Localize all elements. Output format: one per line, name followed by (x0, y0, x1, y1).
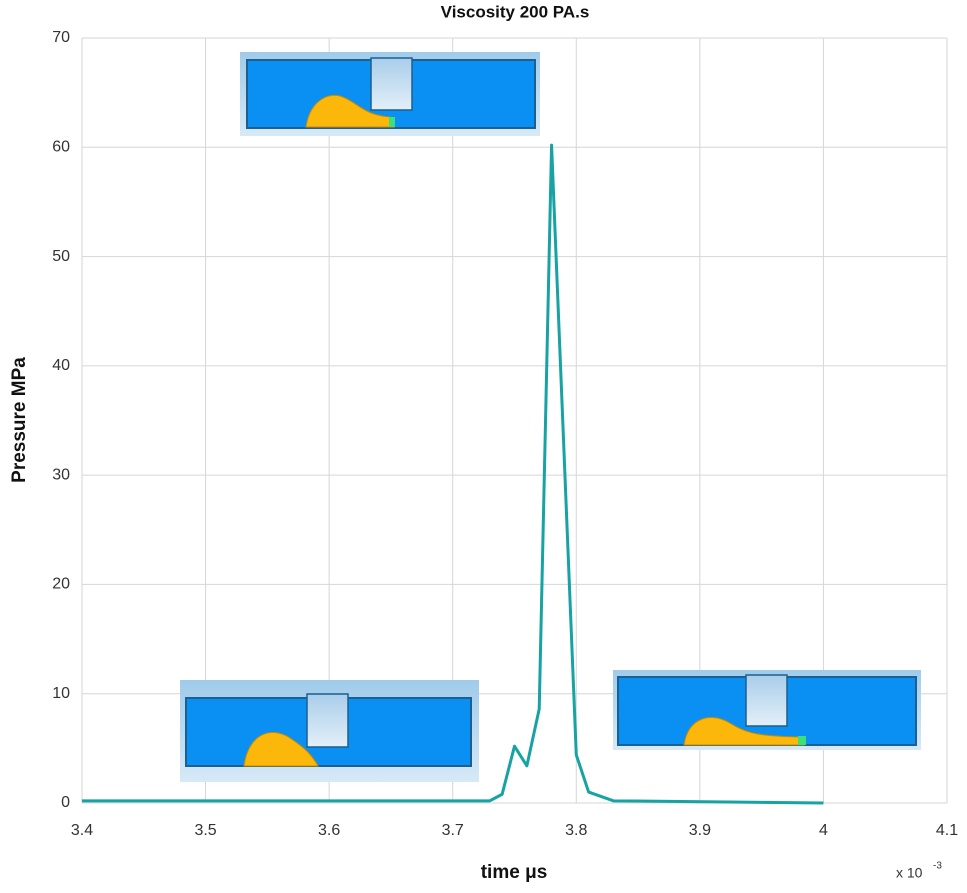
simulation-inset (180, 680, 479, 782)
chart-title: Viscosity 200 PA.s (441, 2, 590, 21)
y-tick-label: 10 (52, 685, 70, 702)
simulation-inset (240, 52, 540, 136)
x-scale-base: x 10 (896, 865, 923, 881)
simulation-inset (613, 670, 921, 750)
y-tick-label: 20 (52, 576, 70, 593)
x-tick-label: 4.1 (936, 822, 958, 839)
x-tick-label: 4 (819, 822, 828, 839)
x-axis-title: time μs (481, 862, 548, 883)
y-tick-label: 30 (52, 466, 70, 483)
data-line (82, 143, 824, 805)
x-tick-label: 3.5 (194, 822, 216, 839)
x-tick-label: 3.8 (565, 822, 587, 839)
y-tick-label: 60 (52, 139, 70, 156)
y-tick-label: 50 (52, 248, 70, 265)
x-scale-exponent: -3 (933, 861, 942, 872)
y-axis-title: Pressure MPa (9, 357, 30, 483)
x-tick-label: 3.4 (71, 822, 93, 839)
y-tick-label: 40 (52, 357, 70, 374)
x-tick-label: 3.6 (318, 822, 340, 839)
y-tick-label: 0 (61, 794, 70, 811)
y-tick-label: 70 (52, 29, 70, 46)
x-tick-label: 3.9 (689, 822, 711, 839)
x-tick-label: 3.7 (442, 822, 464, 839)
